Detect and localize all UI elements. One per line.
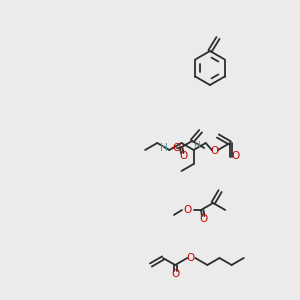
Text: O: O [184, 205, 192, 215]
Text: O: O [172, 143, 180, 153]
Text: H: H [160, 143, 168, 153]
Text: O: O [186, 253, 194, 263]
Text: O: O [232, 151, 240, 161]
Text: O: O [211, 146, 219, 156]
Text: O: O [171, 269, 179, 279]
Text: H: H [193, 140, 200, 149]
Text: O: O [199, 214, 207, 224]
Text: O: O [179, 151, 187, 161]
